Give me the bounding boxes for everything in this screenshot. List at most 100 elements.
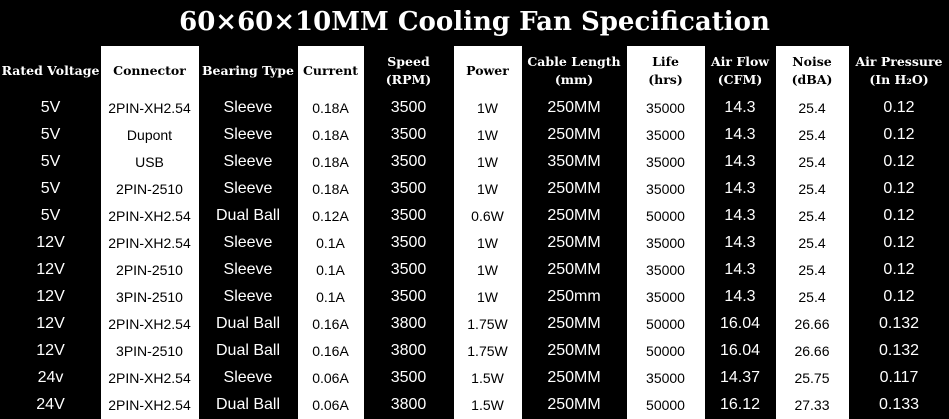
cell-life: 35000	[627, 284, 705, 311]
cell-cable-length: 250MM	[522, 122, 627, 149]
cell-cable-length: 250mm	[522, 284, 627, 311]
cell-power: 1.5W	[454, 392, 522, 419]
cell-rated-voltage: 5V	[1, 122, 101, 149]
cell-power: 1W	[454, 176, 522, 203]
column-header-label: Air Flow	[705, 53, 775, 71]
cell-power: 1.75W	[454, 338, 522, 365]
cell-cable-length: 250MM	[522, 95, 627, 122]
cell-life: 35000	[627, 122, 705, 149]
cell-air-flow: 14.3	[705, 122, 776, 149]
cell-rated-voltage: 24V	[1, 392, 101, 419]
cell-connector: 2PIN-XH2.54	[101, 95, 199, 122]
cell-current: 0.1A	[298, 230, 364, 257]
cell-air-flow: 14.3	[705, 95, 776, 122]
column-header-speed: Speed(RPM)	[364, 47, 454, 95]
cell-life: 35000	[627, 95, 705, 122]
cell-connector: 3PIN-2510	[101, 284, 199, 311]
cell-noise: 26.66	[776, 338, 849, 365]
cell-current: 0.18A	[298, 122, 364, 149]
cell-air-flow: 14.3	[705, 230, 776, 257]
cell-cable-length: 250MM	[522, 203, 627, 230]
cell-speed: 3500	[364, 95, 454, 122]
cell-rated-voltage: 5V	[1, 149, 101, 176]
cell-power: 1W	[454, 149, 522, 176]
cell-connector: 3PIN-2510	[101, 338, 199, 365]
cell-air-pressure: 0.12	[849, 149, 949, 176]
cell-power: 1W	[454, 257, 522, 284]
cell-current: 0.16A	[298, 338, 364, 365]
column-header-unit: (hrs)	[627, 71, 704, 89]
cell-current: 0.06A	[298, 392, 364, 419]
cell-current: 0.18A	[298, 149, 364, 176]
cell-noise: 27.33	[776, 392, 849, 419]
cell-bearing-type: Dual Ball	[199, 338, 298, 365]
cell-current: 0.1A	[298, 257, 364, 284]
column-header-label: Bearing Type	[199, 62, 297, 80]
cell-bearing-type: Sleeve	[199, 149, 298, 176]
cell-rated-voltage: 12V	[1, 257, 101, 284]
cell-rated-voltage: 12V	[1, 230, 101, 257]
cell-air-flow: 14.3	[705, 203, 776, 230]
cell-connector: Dupont	[101, 122, 199, 149]
cell-connector: USB	[101, 149, 199, 176]
cell-air-flow: 16.04	[705, 311, 776, 338]
cell-cable-length: 250MM	[522, 257, 627, 284]
cell-cable-length: 250MM	[522, 176, 627, 203]
column-header-label: Life	[627, 53, 704, 71]
cell-noise: 25.4	[776, 149, 849, 176]
cell-connector: 2PIN-2510	[101, 176, 199, 203]
cell-speed: 3500	[364, 365, 454, 392]
cell-current: 0.06A	[298, 365, 364, 392]
cell-air-pressure: 0.133	[849, 392, 949, 419]
cell-bearing-type: Sleeve	[199, 176, 298, 203]
cell-rated-voltage: 12V	[1, 284, 101, 311]
cell-air-flow: 16.04	[705, 338, 776, 365]
cell-noise: 26.66	[776, 311, 849, 338]
column-header-unit: (In H₂O)	[849, 71, 949, 89]
column-header-unit: (dBA)	[776, 71, 848, 89]
cell-rated-voltage: 24v	[1, 365, 101, 392]
cell-air-pressure: 0.12	[849, 95, 949, 122]
cell-bearing-type: Sleeve	[199, 365, 298, 392]
cell-cable-length: 250MM	[522, 338, 627, 365]
cell-bearing-type: Dual Ball	[199, 311, 298, 338]
cell-current: 0.16A	[298, 311, 364, 338]
cell-air-flow: 14.3	[705, 149, 776, 176]
cell-connector: 2PIN-XH2.54	[101, 311, 199, 338]
cell-current: 0.18A	[298, 176, 364, 203]
cell-noise: 25.4	[776, 230, 849, 257]
cell-noise: 25.4	[776, 257, 849, 284]
cell-air-pressure: 0.117	[849, 365, 949, 392]
column-header-life: Life(hrs)	[627, 47, 705, 95]
cell-connector: 2PIN-XH2.54	[101, 203, 199, 230]
column-header-unit: (mm)	[522, 71, 626, 89]
cell-current: 0.18A	[298, 95, 364, 122]
cell-air-pressure: 0.12	[849, 257, 949, 284]
cell-speed: 3500	[364, 284, 454, 311]
cell-rated-voltage: 12V	[1, 338, 101, 365]
cell-noise: 25.4	[776, 176, 849, 203]
cell-life: 35000	[627, 176, 705, 203]
column-header-current: Current	[298, 47, 364, 95]
cell-air-flow: 14.3	[705, 284, 776, 311]
cell-life: 50000	[627, 338, 705, 365]
cell-power: 1W	[454, 284, 522, 311]
cell-bearing-type: Sleeve	[199, 230, 298, 257]
column-header-air-flow: Air Flow(CFM)	[705, 47, 776, 95]
column-header-connector: Connector	[101, 47, 199, 95]
cell-power: 1W	[454, 95, 522, 122]
cell-current: 0.12A	[298, 203, 364, 230]
cell-life: 35000	[627, 230, 705, 257]
cell-power: 1.5W	[454, 365, 522, 392]
cell-noise: 25.4	[776, 284, 849, 311]
